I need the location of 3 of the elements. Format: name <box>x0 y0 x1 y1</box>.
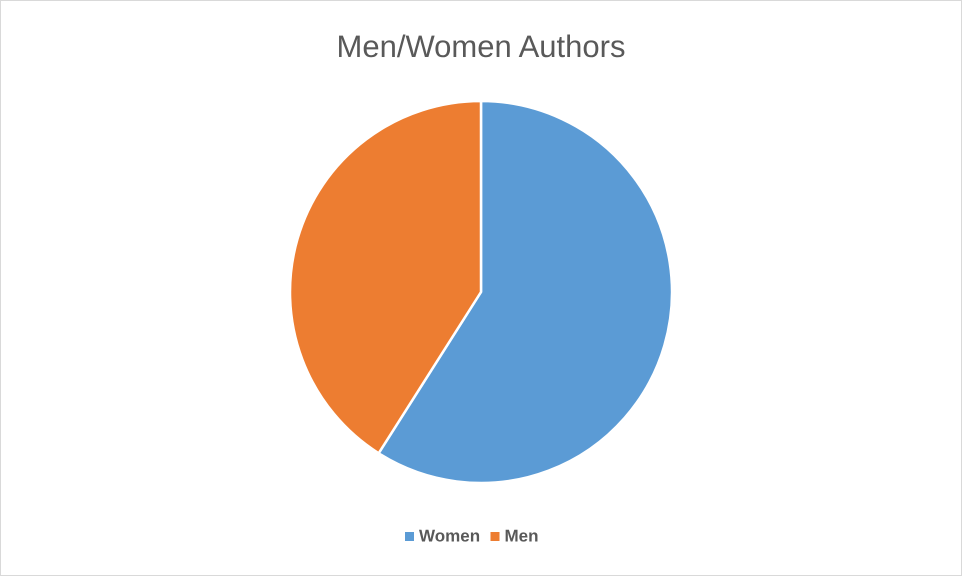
legend-label: Men <box>504 526 538 546</box>
legend-label: Women <box>419 526 480 546</box>
chart-title: Men/Women Authors <box>336 29 626 64</box>
